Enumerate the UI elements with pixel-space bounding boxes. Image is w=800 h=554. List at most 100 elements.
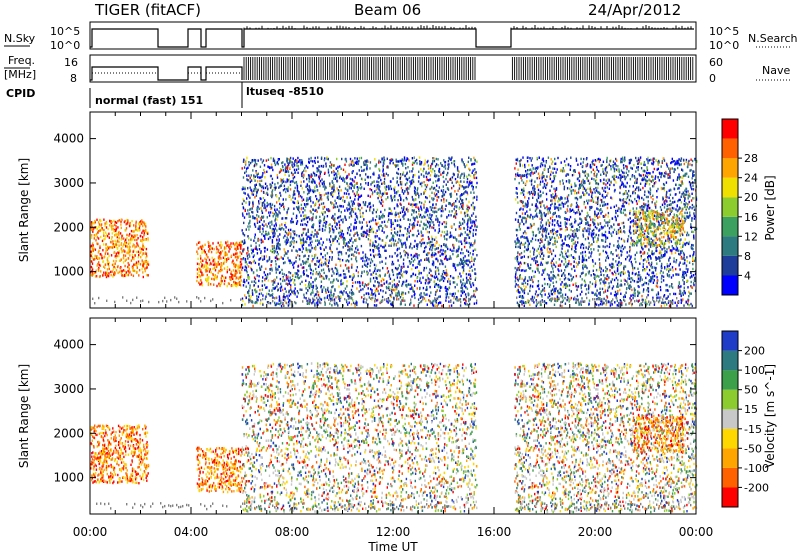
power-cell: [455, 228, 456, 230]
power-cell: [352, 282, 353, 284]
power-cell: [347, 245, 348, 247]
power-cell: [288, 279, 289, 281]
power-cell: [251, 252, 252, 254]
power-cell: [274, 209, 275, 211]
power-cell: [345, 288, 346, 290]
power-cell: [470, 244, 471, 246]
power-cell: [329, 256, 330, 258]
power-cell: [367, 263, 368, 265]
power-cell: [415, 253, 416, 255]
power-cell: [300, 283, 301, 285]
power-cell: [98, 251, 99, 253]
power-cell: [263, 201, 264, 203]
power-cell: [371, 220, 372, 222]
power-cell: [131, 259, 132, 261]
power-cell: [366, 236, 367, 238]
power-cell: [416, 159, 417, 161]
power-cell: [292, 237, 293, 239]
power-cell: [457, 299, 458, 301]
power-cell: [308, 236, 309, 238]
power-cell: [292, 278, 293, 280]
power-cell: [365, 201, 366, 203]
power-cell: [118, 241, 119, 243]
power-cell: [251, 249, 252, 251]
power-cell: [303, 199, 304, 201]
power-cell: [463, 177, 464, 179]
power-cell: [463, 161, 464, 163]
power-cell: [454, 208, 455, 210]
power-cell: [279, 185, 280, 187]
power-cell: [463, 181, 464, 183]
power-cell: [346, 267, 347, 269]
power-cell: [279, 203, 280, 205]
power-cell: [134, 239, 135, 241]
power-cell: [371, 189, 372, 191]
power-cell: [399, 224, 400, 226]
power-cell: [317, 290, 318, 292]
power-cell: [262, 224, 263, 226]
power-cell: [293, 246, 294, 248]
power-cell: [384, 186, 385, 188]
power-cell: [466, 164, 467, 166]
power-cell: [204, 244, 205, 246]
power-cell: [276, 208, 277, 210]
power-cell: [270, 186, 271, 188]
power-cell: [345, 273, 346, 275]
power-cell: [413, 217, 414, 219]
power-cell: [117, 247, 118, 249]
power-cell: [262, 185, 263, 187]
power-cell: [274, 183, 275, 185]
power-cell: [324, 229, 325, 231]
power-cell: [432, 247, 433, 249]
power-cell: [390, 185, 391, 187]
power-cell: [397, 231, 398, 233]
power-cell: [427, 221, 428, 223]
power-cell: [220, 270, 221, 272]
power-cell: [346, 192, 347, 194]
power-cell: [334, 303, 335, 305]
power-cell: [460, 177, 461, 179]
power-cell: [259, 267, 260, 269]
power-cell: [360, 183, 361, 185]
power-cell: [412, 179, 413, 181]
power-cell: [397, 213, 398, 215]
power-cell: [439, 280, 440, 282]
power-cell: [210, 247, 211, 249]
power-cell: [220, 251, 221, 253]
power-cell: [371, 289, 372, 291]
power-cell: [318, 273, 319, 275]
power-cell: [362, 284, 363, 286]
power-cell: [454, 163, 455, 165]
power-cell: [351, 248, 352, 250]
power-cell: [442, 191, 443, 193]
power-cell: [314, 279, 315, 281]
power-cell: [123, 261, 124, 263]
power-cell: [265, 209, 266, 211]
power-cell: [249, 284, 250, 286]
power-cell: [400, 197, 401, 199]
power-cell: [262, 304, 263, 306]
power-cell: [351, 266, 352, 268]
power-cell: [354, 157, 355, 159]
power-cell: [290, 277, 291, 279]
power-cell: [450, 232, 451, 234]
power-cell: [283, 198, 284, 200]
power-cell: [384, 283, 385, 285]
power-cell: [318, 169, 319, 171]
power-cell: [201, 282, 202, 284]
power-cell: [203, 274, 204, 276]
power-cell: [425, 300, 426, 302]
power-cell: [128, 262, 129, 264]
power-cell: [218, 272, 219, 274]
power-cell: [378, 161, 379, 163]
power-cell: [200, 271, 201, 273]
power-cell: [332, 225, 333, 227]
power-cell: [374, 292, 375, 294]
power-cell: [243, 207, 244, 209]
power-cell: [401, 285, 402, 287]
power-cell: [322, 183, 323, 185]
power-cell: [414, 240, 415, 242]
power-cell: [129, 242, 130, 244]
power-cell: [205, 261, 206, 263]
power-cell: [349, 234, 350, 236]
